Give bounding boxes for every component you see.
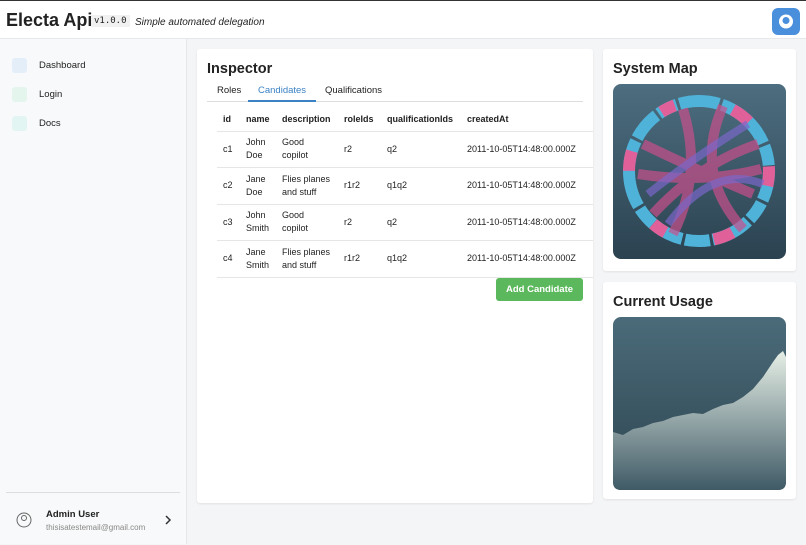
cell: Flies planes and stuff (276, 167, 338, 205)
tab[interactable]: Qualifications (325, 85, 383, 96)
header-row: id name description roleIds qualificationIds… (217, 109, 593, 132)
add-candidate-button[interactable]: Add Candidate (496, 278, 583, 301)
version: v1.0.0 (91, 15, 130, 27)
column-header: qualificationIds (381, 109, 461, 132)
github-button[interactable] (772, 8, 800, 35)
cell: c4 (217, 240, 240, 278)
candidates-table: id name description roleIds qualificationIds… (217, 109, 593, 278)
table-row: c4 Jane Smith Flies planes and stuff r1r2 q1… (217, 240, 593, 278)
user-name: Admin User (46, 509, 100, 520)
cell: c2 (217, 167, 240, 205)
app-title: Electa Api (6, 10, 93, 30)
inspector-card: Inspector Roles Candidates Qualification… (197, 49, 593, 503)
cell: Jane Smith (240, 240, 276, 278)
header: Electa Api v1.0.0 Simple automated deleg… (0, 0, 806, 39)
column-header: name (240, 109, 276, 132)
tab[interactable]: Roles (217, 85, 242, 96)
nav-item[interactable]: Login (12, 86, 62, 102)
nav-item[interactable]: Docs (12, 115, 61, 131)
cell: r2 (338, 131, 381, 168)
card-title: System Map (613, 61, 698, 77)
cell: John Smith (240, 204, 276, 241)
cell: 2011-10-05T14:48:00.000Z (461, 204, 593, 241)
user-icons (16, 512, 172, 528)
table-row: c3 John Smith Good copilot r2 q2 2011-10-05T1… (217, 204, 593, 241)
chord-image (613, 84, 786, 259)
column-header: createdAt (461, 109, 593, 132)
column-header: description (276, 109, 338, 132)
cell: Good copilot (276, 204, 338, 241)
github-icon (779, 14, 793, 29)
cell: q2 (381, 204, 461, 241)
card-title: Current Usage (613, 294, 713, 310)
nav-item[interactable]: Dashboard (12, 57, 85, 73)
cell: John Doe (240, 131, 276, 168)
column-header: id (217, 109, 240, 132)
system-map-card: System Map (603, 49, 796, 271)
tagline: Simple automated delegation (135, 17, 265, 28)
usage-image (613, 317, 786, 490)
cell: q1q2 (381, 167, 461, 205)
user-panel[interactable]: Admin User thisisatestemail@gmail.com (6, 492, 180, 544)
cell: r1r2 (338, 167, 381, 205)
cell: r1r2 (338, 240, 381, 278)
card-title: Inspector (207, 61, 273, 77)
nav-label: Dashboard (39, 59, 86, 71)
usage-card: Current Usage (603, 282, 796, 499)
cell: Jane Doe (240, 167, 276, 205)
nav-label: Docs (39, 117, 61, 129)
cell: r2 (338, 204, 381, 241)
table-row: c1 John Doe Good copilot r2 q2 2011-10-05T14:… (217, 131, 593, 168)
cell: c3 (217, 204, 240, 241)
cell: Good copilot (276, 131, 338, 168)
cell: Flies planes and stuff (276, 240, 338, 278)
tabs: Roles Candidates Qualifications (207, 81, 583, 102)
cell: c1 (217, 131, 240, 168)
tab-active[interactable]: Candidates (248, 81, 317, 102)
user-email: thisisatestemail@gmail.com (46, 523, 146, 532)
sidebar: Dashboard Login Docs Admin User thisisat… (0, 39, 187, 544)
table-row: c2 Jane Doe Flies planes and stuff r1r2 q1q2… (217, 167, 593, 205)
cell: 2011-10-05T14:48:00.000Z (461, 131, 593, 168)
nav-label: Login (39, 88, 63, 100)
cell: 2011-10-05T14:48:00.000Z (461, 240, 593, 278)
cell: q2 (381, 131, 461, 168)
column-header: roleIds (338, 109, 381, 132)
cell: 2011-10-05T14:48:00.000Z (461, 167, 593, 205)
cell: q1q2 (381, 240, 461, 278)
